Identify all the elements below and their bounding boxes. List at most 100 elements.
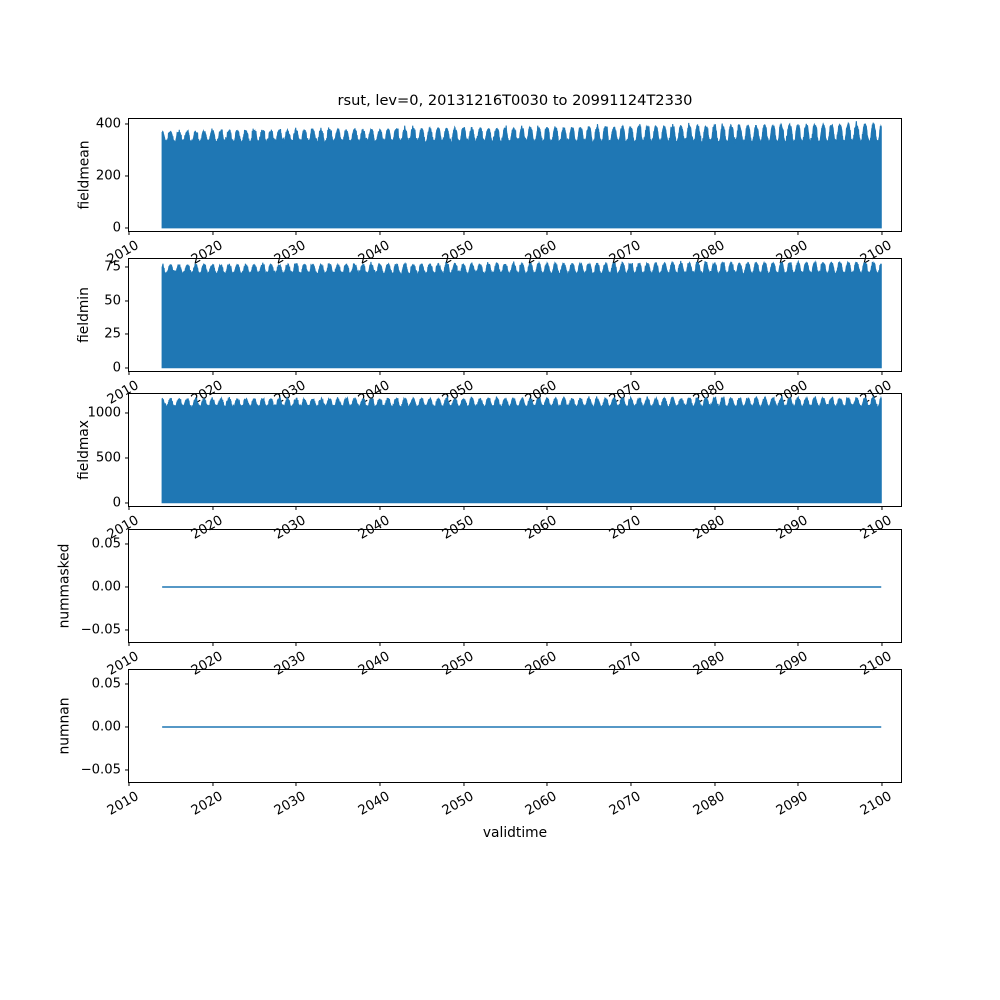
ytick-mark xyxy=(124,266,129,268)
plot-area-numnan xyxy=(129,670,901,782)
xtick-mark xyxy=(463,231,465,236)
ytick-mark xyxy=(124,543,129,545)
overlap-mask xyxy=(0,527,1000,682)
xtick-mark xyxy=(546,231,548,236)
plot-area-fieldmin xyxy=(129,259,901,371)
xtick-mark xyxy=(212,782,214,787)
xtick-mark xyxy=(128,371,130,376)
xtick-mark xyxy=(630,642,632,647)
xtick-mark xyxy=(630,506,632,511)
xtick-mark xyxy=(797,642,799,647)
y-axis-label-numnan: numnan xyxy=(55,697,72,755)
subplot-numnan: −0.05 0.00 0.05 2010 2020 2030 2040 2050 2060 207… xyxy=(81,669,902,819)
plot-area-fieldmax xyxy=(129,394,901,506)
ytick-mark xyxy=(124,300,129,302)
xtick-mark xyxy=(295,642,297,647)
xtick-mark xyxy=(463,506,465,511)
overlap-mask xyxy=(0,667,1000,822)
ytick-mark xyxy=(124,502,129,504)
ytick-label-fieldmax-2: 1000 xyxy=(87,405,121,421)
xtick-mark xyxy=(881,782,883,787)
xtick-mark xyxy=(714,231,716,236)
ytick-label-nummasked-1: 0.00 xyxy=(91,579,121,595)
ytick-mark xyxy=(124,683,129,685)
xtick-mark xyxy=(128,231,130,236)
xtick-mark xyxy=(881,231,883,236)
xtick-mark xyxy=(630,782,632,787)
xtick-mark xyxy=(463,782,465,787)
xtick-mark xyxy=(797,231,799,236)
plot-area-nummasked xyxy=(129,530,901,642)
xtick-mark xyxy=(714,642,716,647)
subplot-fieldmax: 0 500 1000 2010 2020 2030 2040 2050 2060 2070 2080… xyxy=(87,393,902,543)
xtick-mark xyxy=(546,506,548,511)
ytick-mark xyxy=(124,586,129,588)
xtick-mark xyxy=(630,371,632,376)
xtick-mark xyxy=(714,506,716,511)
ytick-label-fieldmax-0: 0 xyxy=(112,495,121,511)
subplot-fieldmin: 0 25 50 75 2010 2020 2030 2040 2050 2060 2070 2080 2… xyxy=(104,258,902,408)
y-axis-label-nummasked: nummasked xyxy=(55,543,72,629)
xtick-mark xyxy=(797,506,799,511)
xtick-mark xyxy=(463,371,465,376)
xtick-mark xyxy=(128,642,130,647)
xtick-mark xyxy=(714,782,716,787)
xtick-mark xyxy=(546,642,548,647)
figure-title: rsut, lev=0, 20131216T0030 to 20991124T2… xyxy=(337,92,693,109)
xtick-mark xyxy=(295,506,297,511)
y-axis-label-fieldmax: fieldmax xyxy=(75,420,92,480)
x-axis-label: validtime xyxy=(482,825,548,841)
ytick-label-fieldmin-3: 75 xyxy=(104,259,121,275)
xtick-mark xyxy=(881,371,883,376)
xtick-mark xyxy=(797,782,799,787)
ytick-mark xyxy=(124,726,129,728)
ytick-label-fieldmean-0: 0 xyxy=(112,220,121,236)
xtick-mark xyxy=(379,782,381,787)
xtick-mark xyxy=(546,782,548,787)
xtick-mark xyxy=(128,782,130,787)
ytick-mark xyxy=(124,629,129,631)
xtick-mark xyxy=(714,371,716,376)
ytick-label-fieldmean-1: 200 xyxy=(95,168,121,184)
xtick-mark xyxy=(379,371,381,376)
plot-area-fieldmean xyxy=(129,119,901,231)
xtick-mark xyxy=(295,371,297,376)
ytick-mark xyxy=(124,123,129,125)
xtick-mark xyxy=(379,506,381,511)
ytick-label-fieldmax-1: 500 xyxy=(95,450,121,466)
xtick-mark xyxy=(379,642,381,647)
ytick-label-numnan-0: −0.05 xyxy=(80,762,121,778)
xtick-mark xyxy=(212,642,214,647)
ytick-label-numnan-2: 0.05 xyxy=(91,676,121,692)
ytick-label-fieldmin-2: 50 xyxy=(104,293,121,309)
subplot-nummasked: −0.05 0.00 0.05 2010 2020 2030 2040 2050 2060 207… xyxy=(81,529,902,679)
ytick-label-fieldmin-0: 0 xyxy=(112,360,121,376)
ytick-mark xyxy=(124,333,129,335)
ytick-mark xyxy=(124,175,129,177)
ytick-mark xyxy=(124,227,129,229)
y-axis-label-fieldmin: fieldmin xyxy=(75,287,92,343)
xtick-mark xyxy=(212,231,214,236)
ytick-label-fieldmin-1: 25 xyxy=(104,326,121,342)
xtick-mark xyxy=(295,231,297,236)
ytick-mark xyxy=(124,769,129,771)
xtick-mark xyxy=(797,371,799,376)
xtick-mark xyxy=(212,371,214,376)
ytick-label-nummasked-2: 0.05 xyxy=(91,536,121,552)
xtick-mark xyxy=(379,231,381,236)
xtick-mark xyxy=(463,642,465,647)
xtick-mark xyxy=(881,506,883,511)
xtick-mark xyxy=(630,231,632,236)
xtick-mark xyxy=(881,642,883,647)
ytick-mark xyxy=(124,412,129,414)
xtick-mark xyxy=(128,506,130,511)
xtick-mark xyxy=(212,506,214,511)
subplot-fieldmean: 0 200 400 2010 2020 2030 2040 2050 2060 2070 2080 2… xyxy=(96,117,902,268)
y-axis-label-fieldmean: fieldmean xyxy=(75,140,92,210)
ytick-label-fieldmean-2: 400 xyxy=(95,116,121,132)
ytick-label-numnan-1: 0.00 xyxy=(91,719,121,735)
ytick-mark xyxy=(124,457,129,459)
xtick-mark xyxy=(295,782,297,787)
ytick-mark xyxy=(124,367,129,369)
